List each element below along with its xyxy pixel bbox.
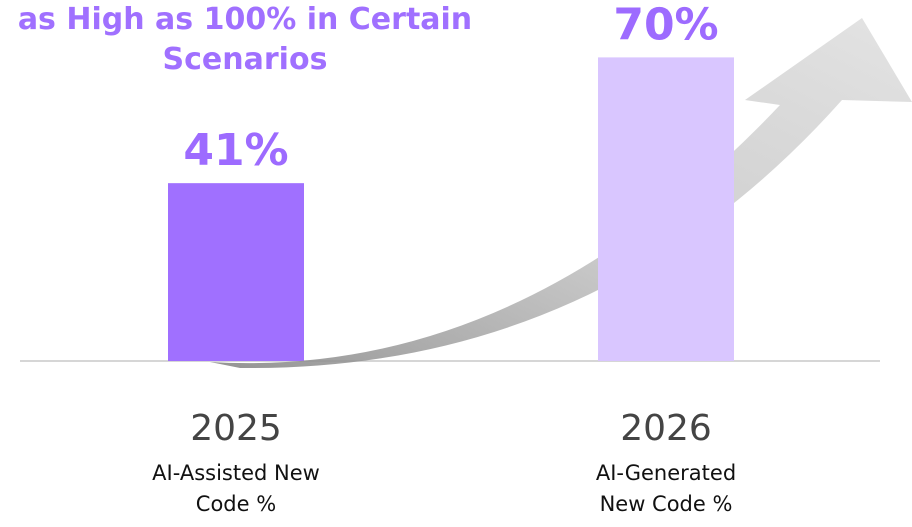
category-description: AI-Generated New Code %: [595, 461, 737, 516]
bar: [168, 183, 304, 361]
growth-arrow: [210, 18, 912, 369]
value-label: 70%: [613, 0, 718, 50]
x-tick-label: 2025: [190, 408, 282, 449]
category-description: AI-Assisted New Code %: [152, 461, 320, 516]
bar: [598, 57, 734, 361]
chart-title: as High as 100% in Certain Scenarios: [17, 2, 473, 77]
value-label: 41%: [183, 125, 288, 176]
x-tick-label: 2026: [620, 408, 712, 449]
